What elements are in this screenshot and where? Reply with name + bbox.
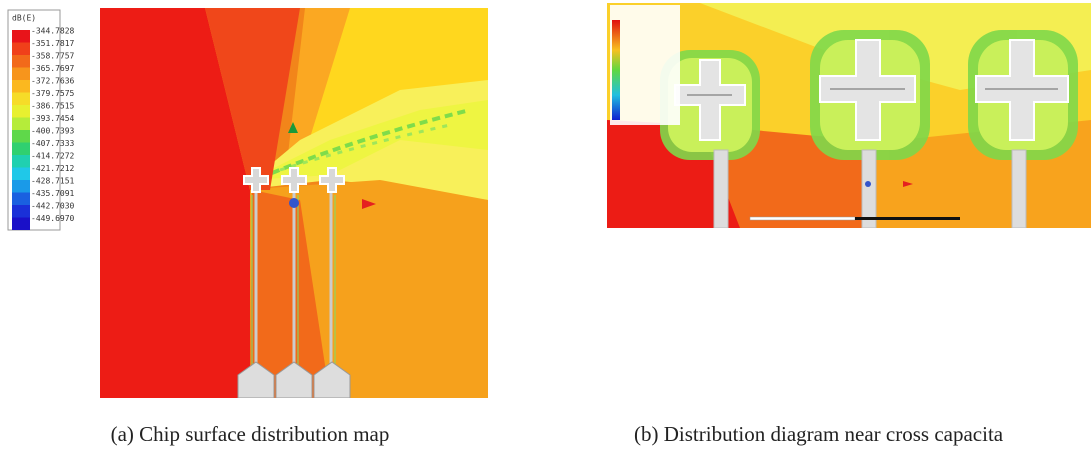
legend-label: -428.7151 <box>31 177 75 186</box>
legend-label: -449.6970 <box>31 214 75 223</box>
legend-swatch <box>12 193 30 206</box>
legend-swatch <box>12 80 30 93</box>
legend-label: -400.7393 <box>31 127 75 136</box>
legend-label: -386.7515 <box>31 102 75 111</box>
legend-swatch <box>12 155 30 168</box>
legend-swatch <box>12 30 30 43</box>
legend-a: dB(E) -344.7828 -351.7817 -358.7757 -365.76… <box>8 10 75 230</box>
legend-label: -344.7828 <box>31 27 75 36</box>
caption-b: (b) Distribution diagram near cross capa… <box>634 422 1004 446</box>
legend-swatch <box>12 55 30 68</box>
legend-label: -435.7091 <box>31 189 75 198</box>
legend-label: -372.7636 <box>31 77 75 86</box>
legend-swatch <box>12 68 30 81</box>
legend-swatch <box>12 43 30 56</box>
field-map-b <box>607 3 1091 228</box>
legend-label: -393.7454 <box>31 114 75 123</box>
legend-swatch <box>12 105 30 118</box>
caption-a: (a) Chip surface distribution map <box>111 422 390 446</box>
legend-label: -414.7272 <box>31 152 75 161</box>
legend-title: dB(E) <box>12 14 36 23</box>
legend-label: -351.7817 <box>31 39 75 48</box>
legend-label: -442.7030 <box>31 202 75 211</box>
legend-label: -365.7697 <box>31 64 75 73</box>
legend-label: -358.7757 <box>31 52 75 61</box>
page: dB(E) -344.7828 -351.7817 -358.7757 -365.76… <box>0 0 1091 450</box>
legend-swatch <box>12 168 30 181</box>
legend-swatch <box>12 130 30 143</box>
field-map-a <box>100 8 488 398</box>
legend-label: -421.7212 <box>31 164 75 173</box>
legend-swatch <box>12 218 30 231</box>
legend-label: -379.7575 <box>31 89 75 98</box>
legend-swatch <box>12 143 30 156</box>
legend-label: -407.7333 <box>31 139 75 148</box>
legend-swatch <box>12 118 30 131</box>
legend-swatch <box>12 93 30 106</box>
legend-swatch <box>12 180 30 193</box>
legend-swatch <box>12 205 30 218</box>
figure: dB(E) -344.7828 -351.7817 -358.7757 -365.76… <box>0 0 1091 450</box>
